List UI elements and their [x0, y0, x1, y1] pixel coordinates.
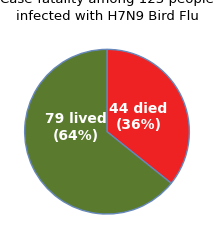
Text: 44 died
(36%): 44 died (36%)	[109, 102, 167, 132]
Text: 79 lived
(64%): 79 lived (64%)	[45, 113, 107, 143]
Wedge shape	[107, 49, 189, 183]
Wedge shape	[25, 49, 171, 214]
Title: Case-fatality among 123 people
infected with H7N9 Bird Flu: Case-fatality among 123 people infected …	[0, 0, 214, 23]
